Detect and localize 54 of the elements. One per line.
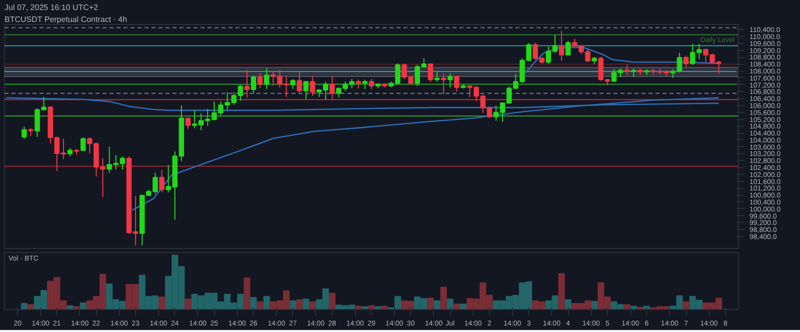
candlestick [565, 40, 571, 56]
bar [66, 305, 74, 310]
bar [184, 298, 192, 310]
bar [80, 302, 86, 310]
bar [434, 300, 440, 310]
bar [381, 306, 388, 310]
bar [460, 304, 467, 310]
bar [290, 300, 296, 310]
candlestick [683, 55, 689, 68]
bar [368, 305, 375, 310]
candlestick [264, 68, 270, 90]
bar [309, 301, 316, 310]
bar [440, 286, 447, 310]
candlestick [448, 72, 453, 88]
bar [296, 299, 303, 310]
candlestick [454, 75, 460, 92]
candlestick [296, 70, 302, 94]
bar [256, 301, 264, 310]
candlestick [250, 75, 256, 94]
candlestick [303, 80, 309, 100]
candlestick [440, 73, 446, 95]
chart-title: BTCUSDT Perpetual Contract · 4h [4, 15, 128, 24]
candlestick [290, 78, 296, 90]
bar [446, 298, 454, 310]
bar [27, 304, 34, 310]
text: Jul 07, 2025 16:10 UTC+2 [4, 3, 99, 12]
bar [263, 296, 270, 310]
candlestick [185, 117, 191, 130]
candlestick [80, 137, 86, 152]
bar [20, 303, 28, 310]
candlestick [22, 126, 27, 140]
bar [250, 297, 257, 310]
candlestick [310, 76, 316, 96]
bar [302, 298, 310, 310]
bar [630, 306, 637, 310]
bar [453, 304, 460, 310]
candlestick [624, 64, 630, 76]
candlestick [257, 72, 263, 89]
bar [158, 296, 166, 310]
bar [624, 304, 630, 310]
bar [244, 278, 250, 310]
candlestick [362, 79, 368, 90]
bar [564, 299, 572, 310]
bar [682, 301, 690, 310]
bar [427, 298, 434, 310]
candlestick [428, 62, 434, 82]
bar [591, 300, 598, 310]
candlestick [558, 30, 564, 62]
bar [328, 292, 336, 310]
candlestick [244, 69, 250, 98]
candlestick [368, 78, 374, 90]
candlestick [159, 169, 164, 193]
bar [558, 273, 565, 310]
candlestick [330, 76, 335, 100]
